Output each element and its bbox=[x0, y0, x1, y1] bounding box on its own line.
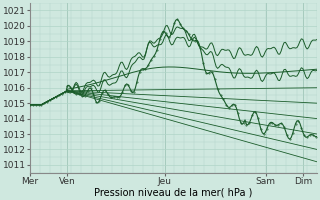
X-axis label: Pression niveau de la mer( hPa ): Pression niveau de la mer( hPa ) bbox=[94, 187, 253, 197]
